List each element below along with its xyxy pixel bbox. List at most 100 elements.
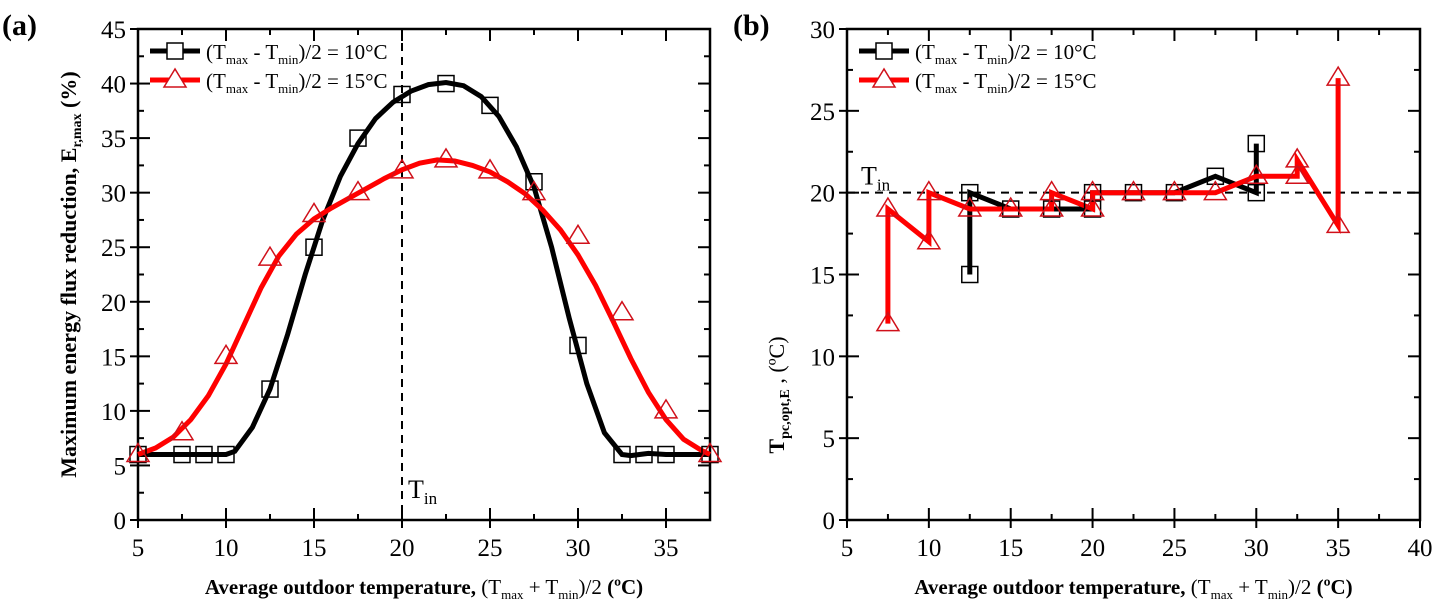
x-tick-label: 40 <box>1408 535 1433 562</box>
square-marker <box>481 96 499 115</box>
triangle-marker <box>998 196 1024 217</box>
triangle-marker <box>1284 147 1310 168</box>
y-tick-label: 25 <box>810 99 835 126</box>
x-tick-label: 15 <box>998 535 1023 562</box>
triangle-marker <box>1039 180 1064 201</box>
y-axis-label: Maximum energy flux reduction, Er,max (%… <box>56 71 85 477</box>
y-tick-label: 15 <box>810 263 835 290</box>
y-tick-label: 30 <box>810 17 835 44</box>
square-marker <box>1083 183 1102 202</box>
y-tick-label: 0 <box>114 508 127 535</box>
square-marker <box>961 265 979 284</box>
y-tick-label: 5 <box>114 453 127 480</box>
legend-entry-15C: (Tmax - Tmin)/2 = 15°C <box>150 67 387 96</box>
series-line-10C <box>138 79 710 459</box>
triangle-marker <box>1325 65 1351 86</box>
square-marker <box>1165 183 1184 202</box>
x-tick-label: 25 <box>478 535 503 562</box>
square-marker <box>1206 167 1225 186</box>
legend-triangle-icon <box>871 67 897 88</box>
legend-entry-10C: (Tmax - Tmin)/2 = 10°C <box>859 40 1096 67</box>
square-marker <box>1124 183 1143 202</box>
t-in-label: Tin <box>408 475 438 508</box>
y-axis-label: Tpc,opt,E , (ºC) <box>764 336 793 453</box>
x-tick-label: 30 <box>566 535 591 562</box>
square-marker <box>961 183 979 202</box>
triangle-marker <box>1080 180 1105 201</box>
y-tick-label: 5 <box>823 426 836 453</box>
square-marker <box>569 336 587 355</box>
y-tick-label: 15 <box>101 344 126 371</box>
x-axis-label: Average outdoor temperature, (Tmax + Tmi… <box>914 575 1352 602</box>
square-marker <box>657 445 675 464</box>
y-tick-label: 10 <box>810 344 835 371</box>
y-tick-label: 20 <box>810 181 835 208</box>
square-marker <box>1247 183 1266 202</box>
x-tick-label: 35 <box>654 535 679 562</box>
x-tick-label: 10 <box>214 535 239 562</box>
triangle-marker <box>521 180 547 201</box>
triangle-marker <box>345 180 371 201</box>
panel-label: (a) <box>2 9 37 42</box>
triangle-marker <box>389 158 415 179</box>
plot-frame <box>845 27 1422 522</box>
y-tick-label: 25 <box>101 235 126 262</box>
triangle-marker <box>957 196 983 217</box>
triangle-marker <box>477 158 503 179</box>
legend-square-icon <box>875 42 893 60</box>
t-in-label: Tin <box>861 162 891 195</box>
square-marker <box>1001 200 1020 218</box>
y-tick-label: 0 <box>823 508 836 535</box>
legend-label: (Tmax - Tmin)/2 = 15°C <box>915 69 1096 96</box>
legend-entry-15C: (Tmax - Tmin)/2 = 15°C <box>859 67 1096 96</box>
triangle-marker <box>301 202 327 223</box>
triangle-marker <box>1162 180 1187 201</box>
panel-a: (a)5 10 15 20 25 30 35051015202530354045Averag… <box>2 9 723 602</box>
square-marker <box>1247 134 1266 153</box>
triangle-marker <box>916 180 942 201</box>
square-marker <box>129 445 147 464</box>
square-marker <box>437 74 455 93</box>
square-marker <box>635 445 653 464</box>
y-tick-label: 45 <box>101 17 126 44</box>
y-tick-label: 20 <box>101 290 126 317</box>
triangle-marker <box>1080 196 1105 217</box>
triangle-marker <box>916 229 942 250</box>
triangle-marker <box>1203 180 1228 201</box>
triangle-marker <box>125 442 151 463</box>
square-marker <box>1042 200 1061 218</box>
y-tick-label: 30 <box>101 181 126 208</box>
x-tick-label: 5 <box>841 535 854 562</box>
x-tick-label: 20 <box>390 535 415 562</box>
triangle-marker <box>653 398 679 419</box>
triangle-marker <box>1284 163 1310 185</box>
square-marker <box>393 85 411 104</box>
triangle-marker <box>697 442 723 463</box>
y-tick-label: 35 <box>101 126 126 153</box>
legend-label: (Tmax - Tmin)/2 = 10°C <box>206 40 387 67</box>
y-tick-label: 40 <box>101 72 126 99</box>
legend-entry-10C: (Tmax - Tmin)/2 = 10°C <box>150 40 387 67</box>
triangle-marker <box>433 147 459 168</box>
triangle-marker <box>1121 180 1146 201</box>
triangle-marker <box>257 245 283 266</box>
legend-label: (Tmax - Tmin)/2 = 10°C <box>915 40 1096 67</box>
x-tick-label: 15 <box>302 535 327 562</box>
triangle-marker <box>213 343 239 365</box>
square-marker <box>613 445 631 464</box>
legend-square-icon <box>166 42 184 60</box>
triangle-marker <box>1325 212 1351 234</box>
x-tick-label: 25 <box>1162 535 1187 562</box>
series-line-15C <box>885 78 1341 324</box>
triangle-marker <box>875 311 901 332</box>
square-marker <box>349 129 367 147</box>
legend-label: (Tmax - Tmin)/2 = 15°C <box>206 69 387 96</box>
square-marker <box>701 445 719 464</box>
y-tick-label: 10 <box>101 399 126 426</box>
x-tick-label: 35 <box>1326 535 1351 562</box>
square-marker <box>525 173 543 191</box>
x-axis-label: Average outdoor temperature, (Tmax + Tmi… <box>205 575 643 602</box>
panel-label: (b) <box>733 9 770 42</box>
